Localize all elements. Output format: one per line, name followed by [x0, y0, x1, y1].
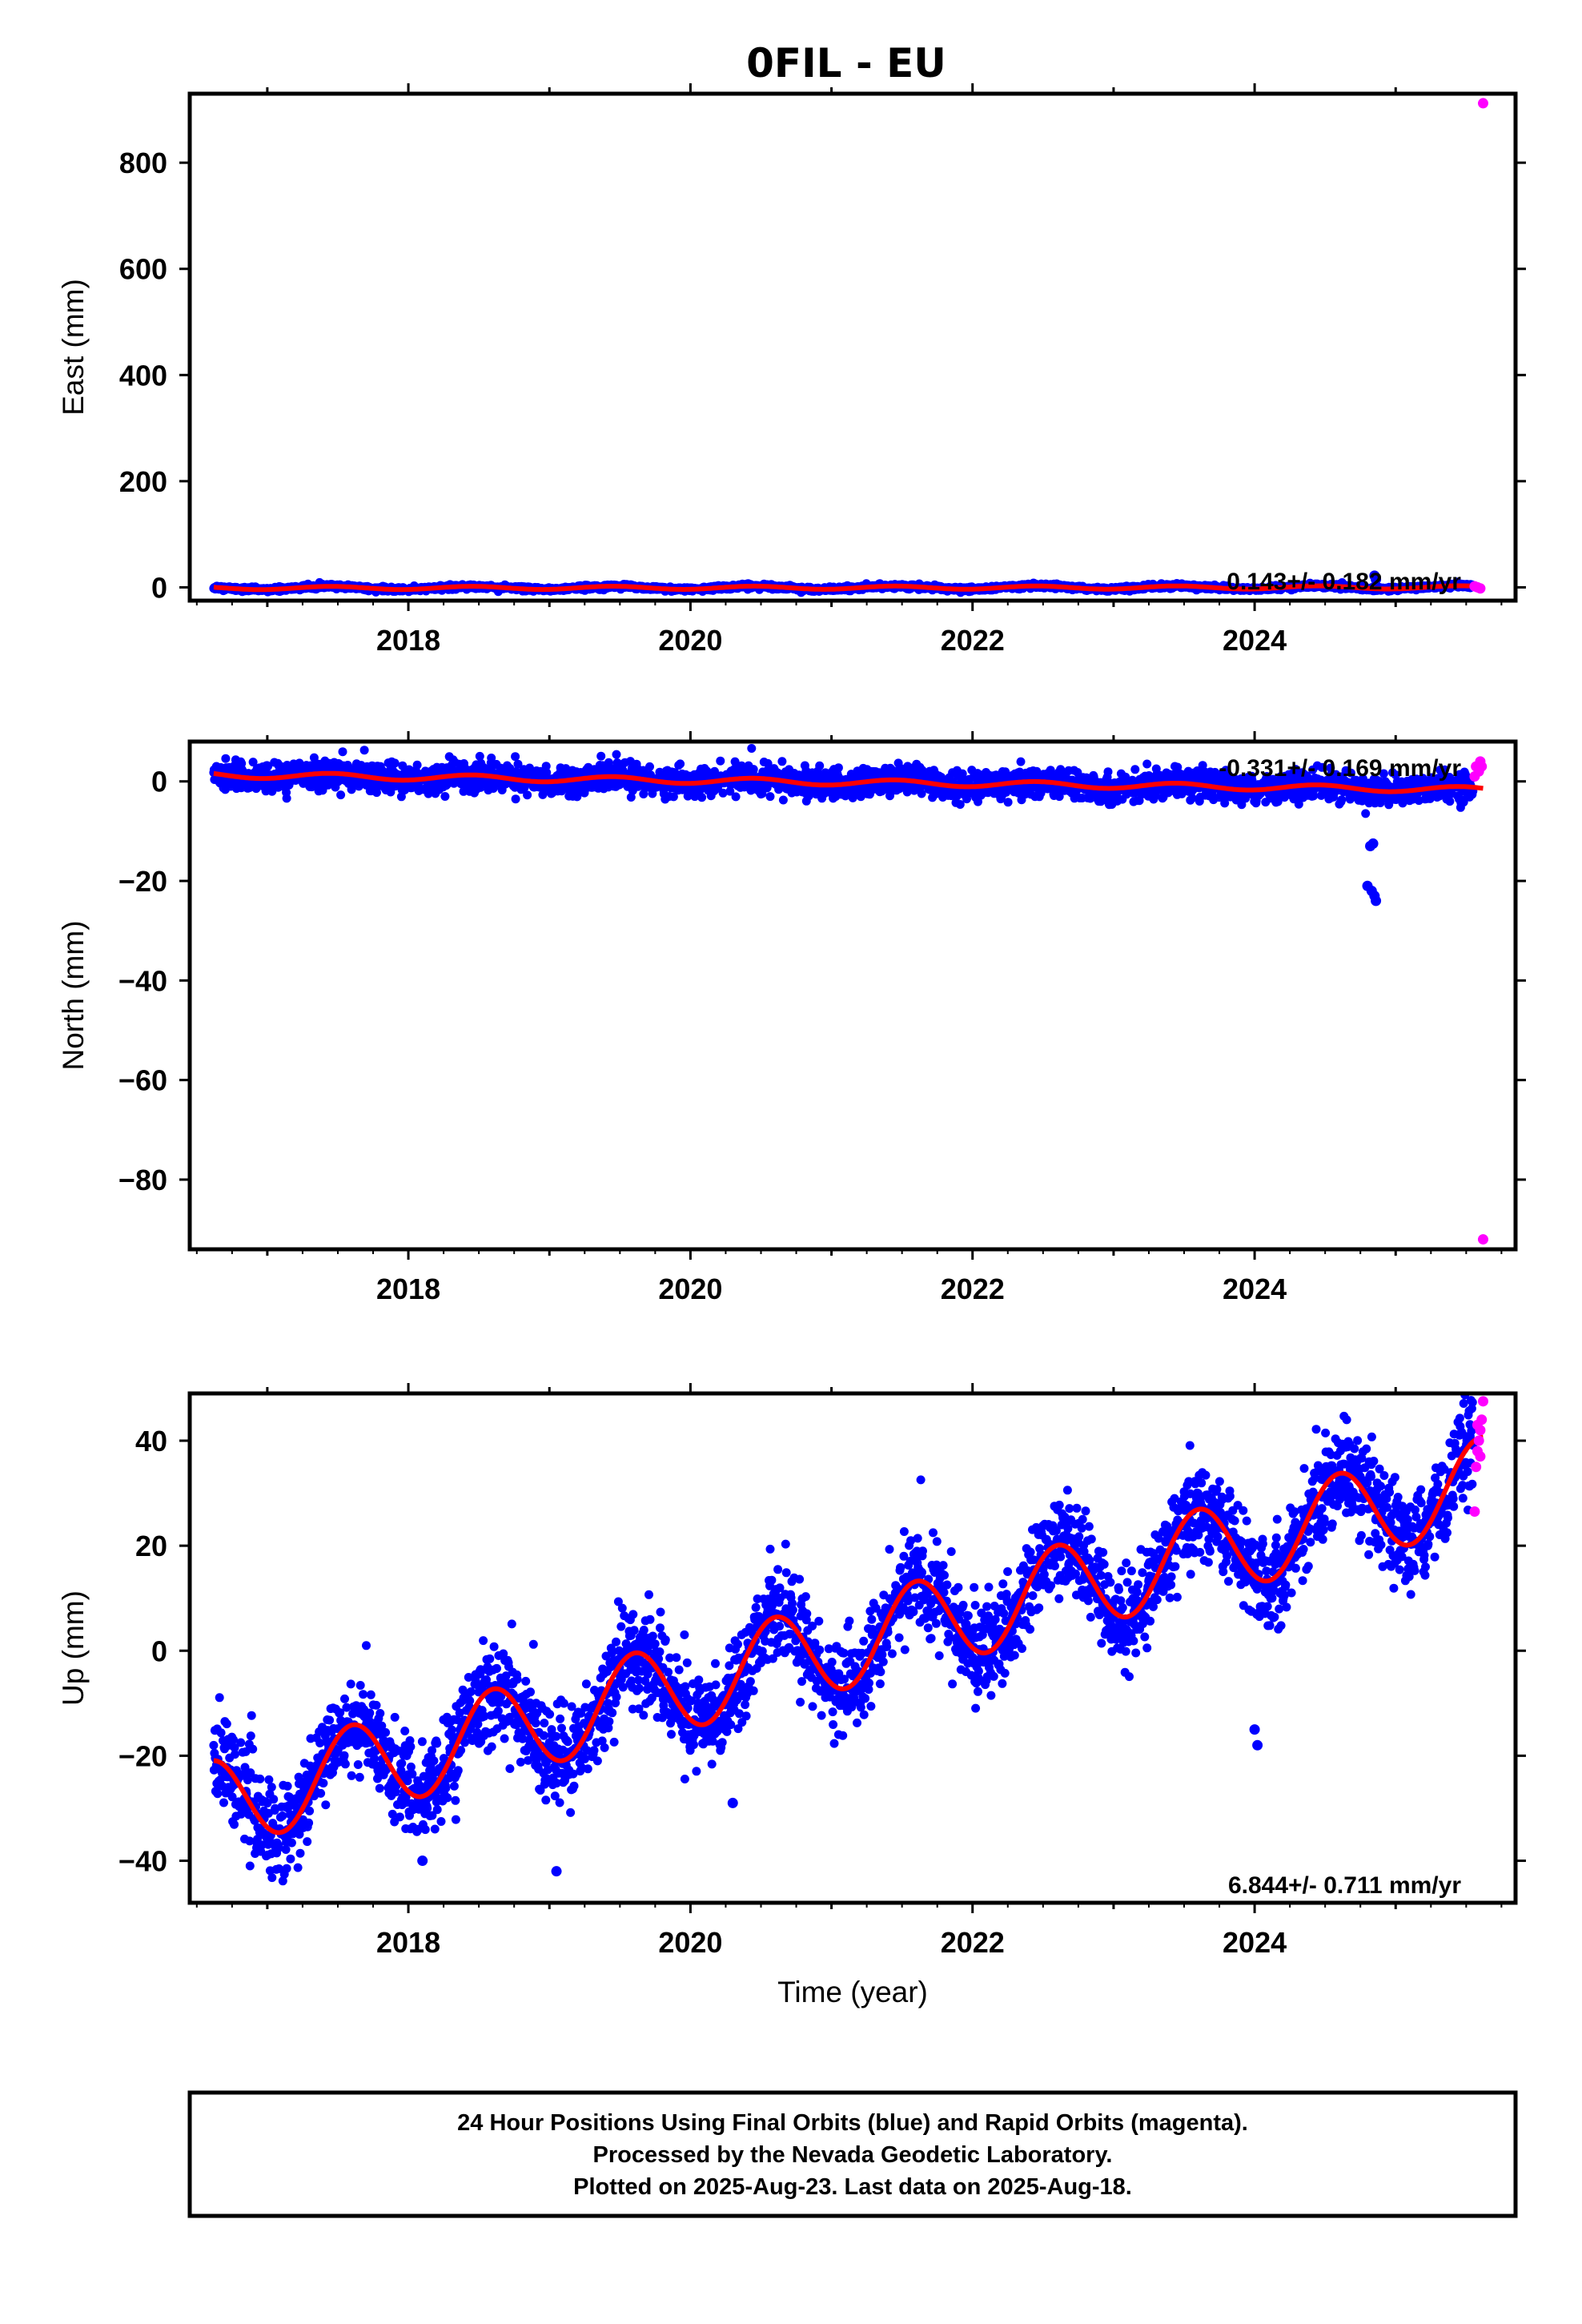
east-plot-frame	[187, 91, 1518, 603]
y-tick-label: 0	[151, 571, 167, 604]
final-orbit-point	[336, 790, 346, 800]
x-tick-label: 2024	[1223, 624, 1287, 657]
final-orbit-point	[596, 751, 606, 761]
final-orbit-point	[833, 763, 843, 773]
final-orbit-outlier	[1371, 573, 1382, 585]
final-orbit-point	[1003, 798, 1013, 807]
east-rate-label: 0.143+/- 0.182 mm/yr	[1227, 569, 1461, 595]
final-orbit-point	[359, 746, 369, 755]
final-orbit-point	[412, 760, 422, 770]
east-rapid-orbit-points	[1469, 98, 1488, 594]
figure-title: 0FIL - EU	[746, 40, 946, 86]
final-orbit-point	[716, 756, 725, 766]
final-orbit-point	[676, 759, 685, 769]
final-orbit-point	[511, 794, 520, 804]
final-orbit-point	[747, 744, 757, 753]
final-orbit-point	[777, 757, 787, 766]
final-orbit-point	[765, 792, 775, 802]
final-orbit-point	[749, 765, 758, 774]
y-tick-label: 200	[119, 465, 167, 498]
final-orbit-point	[778, 795, 788, 805]
final-orbit-point	[645, 762, 654, 771]
y-tick-label: 800	[119, 147, 167, 179]
final-orbit-point	[917, 789, 926, 798]
y-tick-label: 400	[119, 359, 167, 392]
final-orbit-point	[731, 792, 741, 802]
final-orbit-point	[815, 761, 825, 770]
final-orbit-point	[511, 752, 520, 762]
final-orbit-point	[282, 794, 291, 803]
final-orbit-point	[390, 758, 400, 768]
north-data-layer	[209, 744, 1488, 1245]
final-orbit-point	[1016, 757, 1026, 766]
y-tick-label: 600	[119, 253, 167, 286]
final-orbit-point	[372, 788, 381, 798]
final-orbit-point	[248, 758, 258, 767]
east-model-curve	[213, 583, 1484, 593]
x-tick-label: 2020	[658, 624, 722, 657]
final-orbit-point	[440, 792, 450, 801]
east-panel: 2018 2020 2022 2024 0 200 400 600 800 East (mm) 0.…	[57, 83, 1526, 657]
rapid-orbit-point	[1477, 98, 1488, 109]
final-orbit-point	[338, 747, 347, 757]
final-orbit-point	[697, 793, 707, 802]
final-orbit-point	[221, 754, 231, 763]
final-orbit-point	[523, 790, 532, 800]
x-tick-label: 2022	[941, 624, 1005, 657]
x-tick-label: 2018	[376, 624, 440, 657]
east-axis-label: East (mm)	[57, 279, 90, 416]
final-orbit-point	[263, 762, 272, 771]
rapid-orbit-point	[1475, 583, 1486, 594]
final-orbit-point	[612, 750, 621, 759]
east-data-layer	[209, 98, 1488, 597]
